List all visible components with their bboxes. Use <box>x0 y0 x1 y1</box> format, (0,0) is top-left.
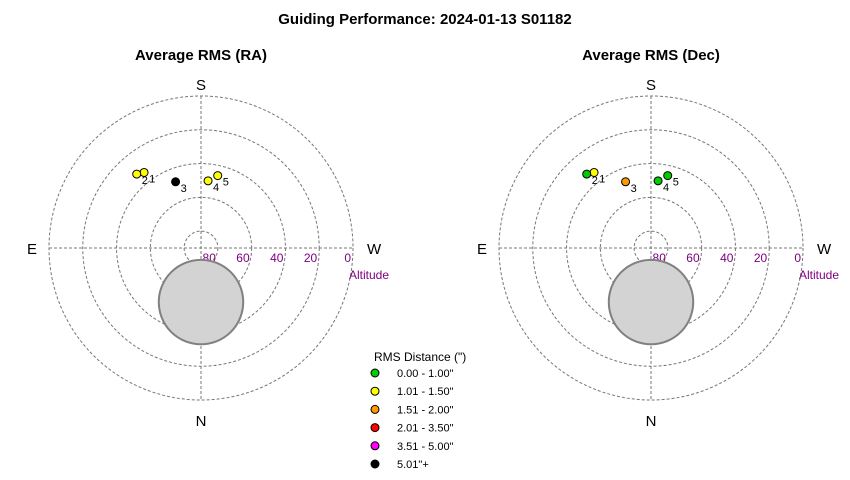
legend-entry-label: 1.51 - 2.00" <box>397 404 454 416</box>
compass-label-bottom: N <box>646 413 657 430</box>
data-point-label: 1 <box>599 173 605 185</box>
legend-swatch <box>370 368 380 378</box>
legend-swatch <box>370 404 380 414</box>
compass-label-right: W <box>817 241 832 258</box>
compass-label-top: S <box>646 77 656 94</box>
polar-panel-1: Average RMS (RA)SNE W80 60 40 20 0Altitude123… <box>27 47 389 430</box>
altitude-tick-label: 60 <box>236 251 250 265</box>
legend-entry-label: 1.01 - 1.50" <box>397 386 454 398</box>
data-point-label: 2 <box>142 175 148 187</box>
compass-label-bottom: N <box>196 413 207 430</box>
data-point-label: 5 <box>223 177 229 189</box>
compass-label-top: S <box>196 77 206 94</box>
legend: RMS Distance (") 0.00 - 1.00" 1.01 - 1.50"… <box>370 350 466 471</box>
polar-panels: Average RMS (RA)SNE W80 60 40 20 0Altitude123… <box>27 47 839 430</box>
data-point-label: 2 <box>592 175 598 187</box>
data-point-label: 4 <box>213 182 219 194</box>
data-point-4 <box>653 176 663 186</box>
data-point-5 <box>663 171 673 181</box>
altitude-axis-label: Altitude <box>349 268 389 282</box>
data-point-2 <box>582 169 592 179</box>
data-point-4 <box>203 176 213 186</box>
legend-entry-label: 0.00 - 1.00" <box>397 368 454 380</box>
altitude-axis-label: Altitude <box>799 268 839 282</box>
data-point-2 <box>132 169 142 179</box>
data-point-3 <box>621 177 631 187</box>
legend-entry-label: 3.51 - 5.00" <box>397 441 454 453</box>
legend-swatch <box>370 386 380 396</box>
compass-label-right: W <box>367 241 382 258</box>
legend-swatch <box>370 441 380 451</box>
legend-swatch <box>370 423 380 433</box>
data-point-label: 4 <box>663 182 669 194</box>
altitude-tick-label: 20 <box>304 251 318 265</box>
legend-entry-label: 5.01"+ <box>397 459 429 471</box>
altitude-tick-label: 40 <box>270 251 284 265</box>
altitude-tick-label: 40 <box>720 251 734 265</box>
polar-panel-2: Average RMS (Dec)SNE W80 60 40 20 0Altitude12… <box>477 47 839 430</box>
data-point-label: 1 <box>149 173 155 185</box>
compass-label-left: E <box>477 241 487 258</box>
data-point-3 <box>171 177 181 187</box>
altitude-tick-label: 20 <box>754 251 768 265</box>
legend-swatch <box>370 459 380 469</box>
altitude-tick-label: 60 <box>686 251 700 265</box>
legend-entry-label: 2.01 - 3.50" <box>397 423 454 435</box>
legend-title: RMS Distance (") <box>374 350 466 364</box>
obstruction-disc <box>157 258 245 346</box>
panel-subtitle: Average RMS (Dec) <box>582 47 720 64</box>
altitude-tick-label: 0 <box>344 251 351 265</box>
data-point-5 <box>213 171 223 181</box>
compass-label-left: E <box>27 241 37 258</box>
altitude-tick-label: 0 <box>794 251 801 265</box>
data-point-label: 5 <box>673 177 679 189</box>
panel-subtitle: Average RMS (RA) <box>135 47 267 64</box>
data-point-label: 3 <box>631 183 637 195</box>
chart-title: Guiding Performance: 2024-01-13 S01182 <box>278 11 571 28</box>
obstruction-disc <box>607 258 695 346</box>
data-point-label: 3 <box>181 183 187 195</box>
